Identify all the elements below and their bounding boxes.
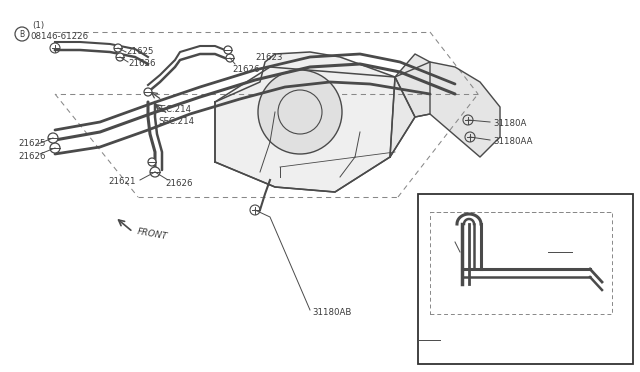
Text: 31182EA: 31182EA <box>556 253 595 262</box>
Circle shape <box>456 248 464 256</box>
Text: SEC.214: SEC.214 <box>158 117 194 126</box>
Text: 31182EA: 31182EA <box>425 228 464 237</box>
Circle shape <box>48 133 58 143</box>
Text: 31098Z: 31098Z <box>420 347 453 356</box>
Text: SEC.214: SEC.214 <box>155 105 191 114</box>
Text: 21626: 21626 <box>18 152 45 161</box>
Polygon shape <box>215 67 415 192</box>
Text: 21626: 21626 <box>232 65 259 74</box>
Circle shape <box>258 70 342 154</box>
Text: J3.000 S: J3.000 S <box>538 355 572 364</box>
Polygon shape <box>390 54 430 157</box>
Polygon shape <box>395 62 500 157</box>
Text: 21626: 21626 <box>165 179 193 188</box>
Text: 08146-61226: 08146-61226 <box>30 32 88 41</box>
Text: FRONT: FRONT <box>136 227 168 241</box>
Bar <box>418 194 633 364</box>
Text: (1): (1) <box>32 21 44 30</box>
Circle shape <box>116 53 124 61</box>
Text: 21623: 21623 <box>255 53 282 62</box>
Circle shape <box>148 158 156 166</box>
Circle shape <box>226 54 234 62</box>
Circle shape <box>224 46 232 54</box>
Polygon shape <box>215 52 395 192</box>
Text: 21625: 21625 <box>18 139 45 148</box>
Text: B: B <box>19 30 24 39</box>
Circle shape <box>150 167 160 177</box>
Text: 21621: 21621 <box>108 177 136 186</box>
Circle shape <box>144 88 152 96</box>
Text: 21626: 21626 <box>128 59 156 68</box>
Circle shape <box>114 44 122 52</box>
Text: 31180AA: 31180AA <box>493 137 532 146</box>
Circle shape <box>50 143 60 153</box>
Text: 21625: 21625 <box>126 47 154 56</box>
Text: 31180A: 31180A <box>493 119 526 128</box>
Text: 31180AB: 31180AB <box>312 308 351 317</box>
